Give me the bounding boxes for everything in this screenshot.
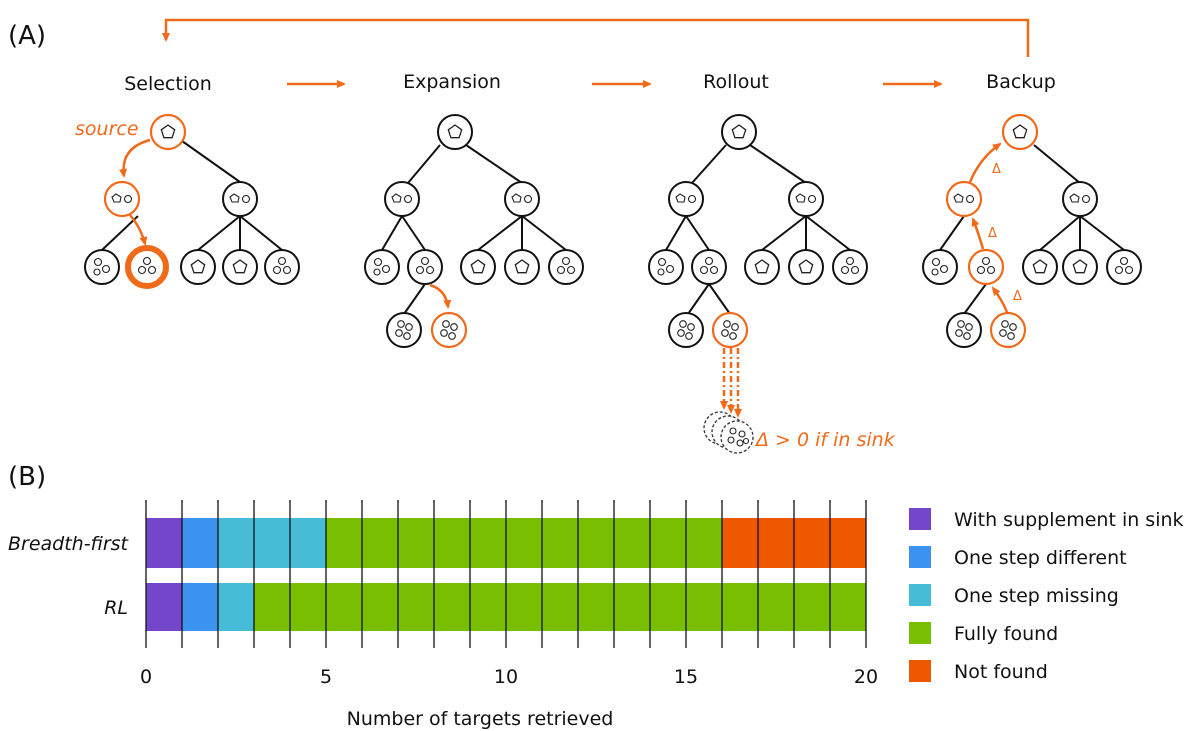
bar-segment-breadth-first-with-supplement-in-sink: [146, 518, 182, 568]
legend-label: With supplement in sink: [954, 509, 1184, 531]
loop-back-arrow: [162, 18, 1030, 57]
bar-segment-rl-fully-found: [254, 583, 866, 631]
legend-swatch: [909, 508, 931, 530]
legend-swatch: [909, 660, 931, 682]
stage-title-expansion: Expansion: [403, 71, 501, 93]
legend-label: Not found: [954, 661, 1048, 683]
source-label: source: [75, 118, 139, 140]
panel-a-label: (A): [8, 21, 46, 51]
legend-swatch: [909, 546, 931, 568]
bar-segment-breadth-first-fully-found: [326, 518, 722, 568]
x-tick-label: 5: [320, 666, 332, 688]
delta-label-bottom: Δ: [1013, 289, 1022, 304]
bar-segments: [146, 518, 866, 631]
legend: With supplement in sink One step differen…: [909, 508, 1184, 683]
expansion-tree: [364, 114, 584, 349]
rollout-tree: [648, 114, 868, 454]
stacked-bar-chart: Breadth-first RL 0 5 10 15 20 Number of targe…: [8, 500, 878, 730]
delta-label-top: Δ: [992, 162, 1001, 177]
selection-tree: [84, 113, 300, 289]
x-axis-label: Number of targets retrieved: [347, 708, 614, 730]
legend-label: Fully found: [954, 623, 1058, 645]
sink-annotation: Δ > 0 if in sink: [754, 429, 896, 451]
panel-b-label: (B): [8, 462, 46, 492]
legend-label: One step missing: [954, 585, 1119, 607]
grid-lines: [145, 500, 867, 648]
bar-segment-breadth-first-one-step-missing: [218, 518, 326, 568]
stage-title-selection: Selection: [124, 73, 212, 95]
bar-segment-rl-one-step-missing: [218, 583, 254, 631]
legend-label: One step different: [954, 547, 1127, 569]
x-tick-label: 0: [140, 666, 152, 688]
bar-segment-rl-one-step-different: [182, 583, 218, 631]
row-label-breadth-first: Breadth-first: [8, 533, 130, 555]
row-label-rl: RL: [104, 597, 128, 619]
x-tick-label: 10: [494, 666, 518, 688]
legend-swatch: [909, 584, 931, 606]
x-tick-labels: 0 5 10 15 20: [140, 666, 878, 688]
stage-title-rollout: Rollout: [703, 71, 769, 93]
row-labels: Breadth-first RL: [8, 533, 130, 619]
bar-segment-rl-with-supplement-in-sink: [146, 583, 182, 631]
stage-title-backup: Backup: [986, 71, 1056, 93]
backup-tree: [922, 113, 1142, 349]
delta-label-middle: Δ: [988, 226, 997, 241]
x-tick-label: 20: [854, 666, 878, 688]
legend-swatch: [909, 622, 931, 644]
x-tick-label: 15: [674, 666, 698, 688]
bar-segment-breadth-first-one-step-different: [182, 518, 218, 568]
